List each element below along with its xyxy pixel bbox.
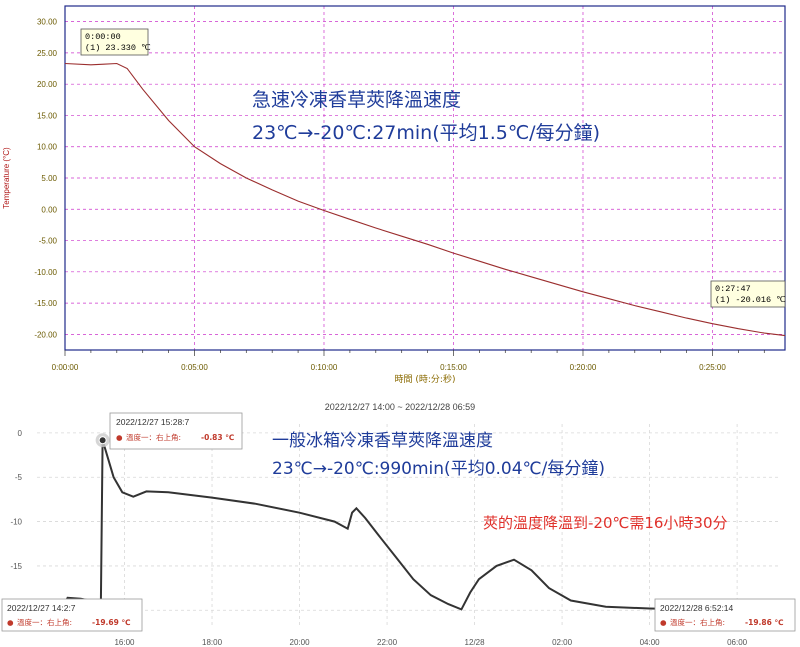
chart-2-note: 莢的溫度降溫到-20℃需16小時30分: [483, 514, 728, 532]
chart-2-subtitle: 一般冰箱冷凍香草莢降溫速度: [272, 431, 493, 451]
chart-1-x-tick-label: 0:05:00: [181, 363, 208, 372]
chart-1-gridlines: [65, 6, 785, 350]
chart-1-tooltip-start-time: 0:00:00: [85, 32, 121, 42]
chart-2-y-ticks: 0-5-10-15-20: [10, 429, 22, 615]
chart-2-tooltip-peak-value: -0.83 ℃: [201, 433, 234, 442]
chart-2-x-tick-label: 06:00: [727, 638, 748, 647]
chart-1-x-tick-label: 0:15:00: [440, 363, 467, 372]
chart-2-tooltip-end-box: [654, 598, 796, 632]
chart-2-y-tick-label: -15: [10, 562, 22, 571]
chart-1-subtitle: 23℃→-20℃:27min(平均1.5℃/每分鐘): [252, 122, 600, 144]
chart-1-tooltip-end-value: (1) -20.016 ℃: [715, 295, 786, 305]
chart-2-tooltip-end-value: -19.86 ℃: [745, 618, 784, 627]
chart-1-x-tick-label: 0:00:00: [52, 363, 79, 372]
chart-2-x-tick-label: 20:00: [290, 638, 311, 647]
chart-2-tooltip-end-label: 溫度一：右上角:: [670, 617, 725, 627]
chart-1-y-tick-label: 20.00: [37, 80, 58, 89]
chart-1-series-line: [64, 62, 786, 337]
chart-1-y-tick-label: -10.00: [34, 268, 57, 277]
chart-2-tooltip-end-bullet: ●: [660, 618, 667, 627]
chart-2-x-tick-label: 04:00: [640, 638, 661, 647]
chart-1-y-axis-label: Temperature (°C): [2, 147, 11, 209]
chart-1-y-tick-label: 5.00: [41, 174, 57, 183]
chart-1-y-tick-label: 0.00: [41, 205, 57, 214]
chart-2-tooltip-peak-time: 2022/12/27 15:28:7: [116, 417, 190, 427]
chart-1-x-tick-label: 0:25:00: [699, 363, 726, 372]
chart-1-tooltip-start: 0:00:00 (1) 23.330 ℃: [80, 28, 151, 56]
chart-1-tooltip-end: 0:27:47 (1) -20.016 ℃: [710, 280, 786, 308]
chart-2-x-tick-label: 02:00: [552, 638, 573, 647]
chart-2-marker-point: [98, 436, 107, 445]
chart-1-plot-frame: [64, 5, 786, 351]
chart-1-y-tick-label: 25.00: [37, 49, 58, 58]
chart-2: 2022/12/27 14:00 ~ 2022/12/28 06:59 0 -5 -…: [1, 402, 796, 647]
chart-2-date-range: 2022/12/27 14:00 ~ 2022/12/28 06:59: [325, 402, 475, 412]
chart-2-tooltip-peak-bullet: ●: [116, 433, 123, 442]
chart-1-y-tick-label: 30.00: [37, 18, 58, 27]
chart-1-title: 急速冷凍香草莢降溫速度: [252, 89, 461, 111]
chart-2-x-tick-label: 22:00: [377, 638, 398, 647]
chart-2-tooltip-start-label: 溫度一：右上角:: [17, 617, 72, 627]
chart-2-tooltip-start: 2022/12/27 14:2:7 ● 溫度一：右上角: -19.69 ℃: [1, 598, 143, 632]
chart-2-tooltip-peak-box: [109, 412, 243, 450]
chart-1-y-tick-label: -15.00: [34, 299, 57, 308]
chart-2-x-tick-label: 18:00: [202, 638, 223, 647]
chart-2-tooltip-peak: 2022/12/27 15:28:7 ● 溫度一：右上角: -0.83 ℃: [109, 412, 243, 450]
chart-2-tooltip-start-bullet: ●: [7, 618, 14, 627]
chart-1-x-tick-label: 0:10:00: [311, 363, 338, 372]
chart-1-y-tick-label: 10.00: [37, 143, 58, 152]
chart-1-tooltip-start-value: (1) 23.330 ℃: [85, 43, 151, 53]
chart-1-y-tick-label: -20.00: [34, 330, 57, 339]
chart-1-tooltip-end-time: 0:27:47: [715, 284, 751, 294]
chart-2-tooltip-start-value: -19.69 ℃: [92, 618, 131, 627]
chart-2-subtitle-2: 23℃→-20℃:990min(平均0.04℃/每分鐘): [272, 459, 605, 479]
chart-2-tooltip-start-time: 2022/12/27 14:2:7: [7, 603, 76, 613]
chart-2-tooltip-start-box: [1, 598, 143, 632]
chart-2-tooltip-peak-label: 溫度一：右上角:: [126, 432, 181, 442]
chart-1-x-ticks: 0:00:00 0:05:00 0:10:00 0:15:00 0:20:00 0:25:…: [52, 350, 765, 372]
chart-2-tooltip-end: 2022/12/28 6:52:14 ● 溫度一：右上角: -19.86 ℃: [654, 598, 796, 632]
chart-1-y-tick-label: -5.00: [39, 237, 58, 246]
chart-2-y-tick-label: -10: [10, 518, 22, 527]
chart-2-x-tick-label: 16:00: [114, 638, 135, 647]
chart-2-y-tick-label: 0: [18, 429, 23, 438]
chart-2-y-tick-label: -5: [15, 473, 23, 482]
chart-1: 30.00 25.00 20.00 15.00 10.00 5.00 0.00 -5.00 -1…: [2, 5, 786, 385]
chart-2-x-ticks: 16:00 18:00 20:00 22:00 12/28 02:00 04:00 06:00: [114, 638, 747, 647]
chart-2-tooltip-end-time: 2022/12/28 6:52:14: [660, 603, 734, 613]
chart-1-tooltip-start-box: [80, 28, 149, 56]
chart-1-y-ticks: 30.00 25.00 20.00 15.00 10.00 5.00 0.00 -5.00 -1…: [34, 18, 57, 340]
chart-1-tooltip-end-box: [710, 280, 786, 308]
chart-1-y-tick-label: 15.00: [37, 111, 58, 120]
chart-1-x-axis-label: 時間 (時:分:秒): [395, 373, 456, 385]
chart-2-x-tick-label: 12/28: [465, 638, 486, 647]
chart-1-x-tick-label: 0:20:00: [570, 363, 597, 372]
